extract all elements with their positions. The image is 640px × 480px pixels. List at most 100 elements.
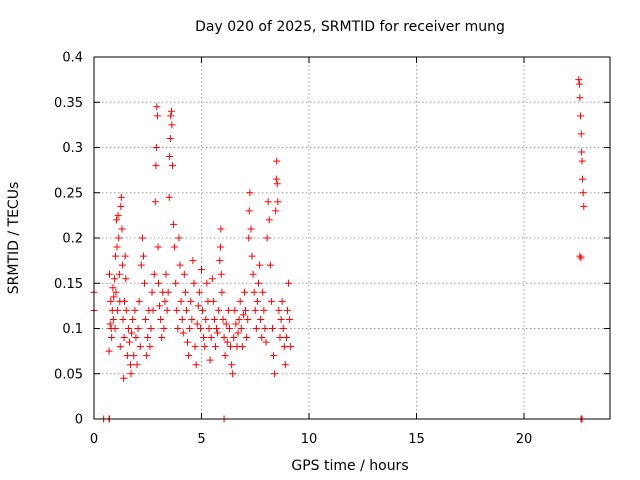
data-point bbox=[578, 175, 586, 183]
data-point bbox=[133, 361, 141, 369]
plot-frame bbox=[93, 56, 611, 420]
data-point bbox=[578, 157, 586, 165]
data-point bbox=[207, 334, 215, 342]
data-point bbox=[164, 288, 172, 296]
data-point bbox=[115, 234, 123, 242]
data-point bbox=[256, 261, 264, 269]
data-point bbox=[112, 252, 119, 260]
data-point bbox=[264, 198, 272, 206]
data-point bbox=[220, 334, 228, 342]
data-point bbox=[124, 325, 132, 332]
data-point bbox=[251, 306, 259, 314]
data-point bbox=[105, 347, 113, 355]
data-point bbox=[242, 306, 250, 314]
data-point bbox=[223, 338, 231, 346]
data-point bbox=[259, 288, 267, 296]
data-point bbox=[287, 343, 295, 351]
data-point bbox=[193, 320, 201, 328]
data-point bbox=[263, 234, 271, 242]
data-point bbox=[234, 329, 242, 337]
data-point bbox=[258, 334, 266, 342]
data-point bbox=[111, 325, 119, 332]
data-point bbox=[236, 297, 244, 305]
data-point bbox=[272, 175, 280, 183]
y-tick-label: 0.35 bbox=[54, 96, 83, 111]
data-point bbox=[198, 266, 205, 274]
y-tick-label: 0.1 bbox=[62, 322, 83, 337]
data-point bbox=[189, 257, 197, 265]
data-point bbox=[121, 297, 129, 305]
data-point bbox=[129, 315, 137, 323]
data-point bbox=[579, 189, 587, 197]
data-point bbox=[246, 189, 254, 197]
y-tick-label: 0.3 bbox=[62, 141, 83, 156]
data-point bbox=[110, 293, 118, 301]
data-point bbox=[161, 297, 169, 305]
data-point bbox=[138, 234, 146, 242]
data-point bbox=[285, 279, 293, 287]
data-point bbox=[262, 338, 270, 346]
data-point bbox=[187, 297, 195, 305]
data-point bbox=[196, 325, 204, 332]
data-point bbox=[143, 352, 151, 360]
data-point bbox=[214, 329, 222, 337]
data-point bbox=[106, 320, 114, 328]
data-point bbox=[239, 311, 247, 319]
data-point bbox=[274, 198, 282, 206]
data-point bbox=[217, 270, 225, 278]
data-point bbox=[270, 352, 278, 360]
data-point bbox=[149, 306, 157, 314]
data-point bbox=[108, 334, 116, 342]
data-point bbox=[146, 343, 154, 351]
data-point bbox=[280, 343, 288, 351]
data-point bbox=[151, 198, 159, 206]
data-point bbox=[248, 252, 256, 260]
data-point bbox=[257, 315, 265, 323]
data-point bbox=[135, 297, 143, 305]
data-point bbox=[153, 112, 161, 120]
data-point bbox=[253, 297, 261, 305]
data-point bbox=[209, 297, 217, 305]
data-point bbox=[119, 315, 127, 323]
data-point bbox=[130, 352, 138, 360]
grid bbox=[94, 57, 610, 419]
data-point bbox=[232, 320, 240, 328]
data-point bbox=[113, 243, 121, 251]
data-point bbox=[244, 315, 252, 323]
data-point bbox=[186, 325, 194, 332]
data-point bbox=[275, 306, 283, 314]
data-point bbox=[155, 279, 162, 287]
data-point bbox=[134, 325, 142, 332]
y-tick-label: 0.05 bbox=[54, 367, 83, 382]
data-point bbox=[241, 288, 248, 296]
data-point bbox=[249, 270, 257, 278]
data-point bbox=[282, 334, 290, 342]
data-point bbox=[158, 334, 166, 342]
data-point bbox=[230, 334, 238, 342]
data-point bbox=[208, 275, 216, 283]
data-point bbox=[277, 315, 285, 323]
data-point bbox=[200, 334, 208, 342]
data-point bbox=[216, 257, 224, 265]
data-point bbox=[577, 112, 585, 120]
data-point bbox=[281, 361, 289, 369]
data-point bbox=[182, 306, 190, 314]
data-point bbox=[144, 334, 152, 342]
data-point bbox=[575, 76, 583, 84]
data-point bbox=[167, 107, 175, 115]
data-point bbox=[168, 162, 176, 170]
data-point bbox=[125, 338, 133, 346]
data-point bbox=[114, 306, 122, 314]
data-point bbox=[139, 252, 147, 260]
data-point bbox=[117, 202, 125, 210]
data-point bbox=[113, 216, 121, 224]
data-point bbox=[128, 329, 136, 337]
data-point bbox=[136, 343, 144, 351]
data-point bbox=[179, 329, 187, 337]
data-point bbox=[243, 334, 251, 342]
data-point bbox=[156, 302, 164, 310]
data-point bbox=[152, 162, 160, 170]
data-point bbox=[215, 306, 223, 314]
data-point bbox=[122, 306, 130, 314]
data-point bbox=[216, 243, 224, 251]
